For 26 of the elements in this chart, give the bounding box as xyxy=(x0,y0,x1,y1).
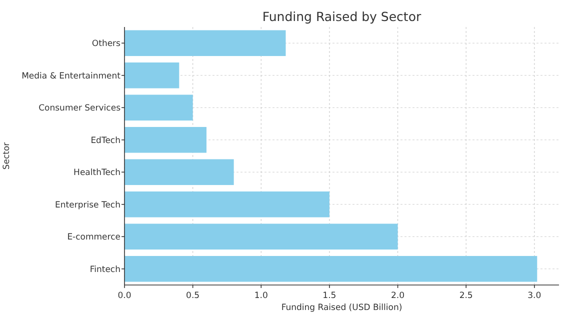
y-tick-label: EdTech xyxy=(90,136,120,146)
bar xyxy=(124,224,398,250)
chart-title: Funding Raised by Sector xyxy=(262,9,422,24)
bar xyxy=(124,126,206,153)
bar xyxy=(124,62,180,88)
bar xyxy=(124,159,234,186)
x-tick-label: 3.0 xyxy=(528,291,542,301)
x-tick-label: 1.0 xyxy=(254,291,268,301)
y-tick-label: Others xyxy=(92,39,122,50)
y-tick-label: Fintech xyxy=(90,264,120,275)
x-tick-label: 1.5 xyxy=(322,291,336,301)
y-tick-label: E-commerce xyxy=(67,232,120,243)
y-axis-title: Sector xyxy=(2,142,12,170)
y-tick-label: Media & Entertainment xyxy=(22,71,122,82)
bar xyxy=(124,94,193,121)
bar xyxy=(124,30,286,56)
y-tick-label: Enterprise Tech xyxy=(55,200,120,210)
x-tick-label: 2.0 xyxy=(391,291,405,301)
y-tick-label: HealthTech xyxy=(74,168,120,178)
bar xyxy=(124,191,330,218)
bar xyxy=(124,256,538,282)
x-tick-label: 2.5 xyxy=(459,291,473,301)
y-tick-label: Consumer Services xyxy=(38,104,122,114)
x-axis-title: Funding Raised (USD Billion) xyxy=(281,303,402,313)
x-tick-label: 0.0 xyxy=(118,291,132,301)
x-tick-label: 0.5 xyxy=(186,291,200,301)
